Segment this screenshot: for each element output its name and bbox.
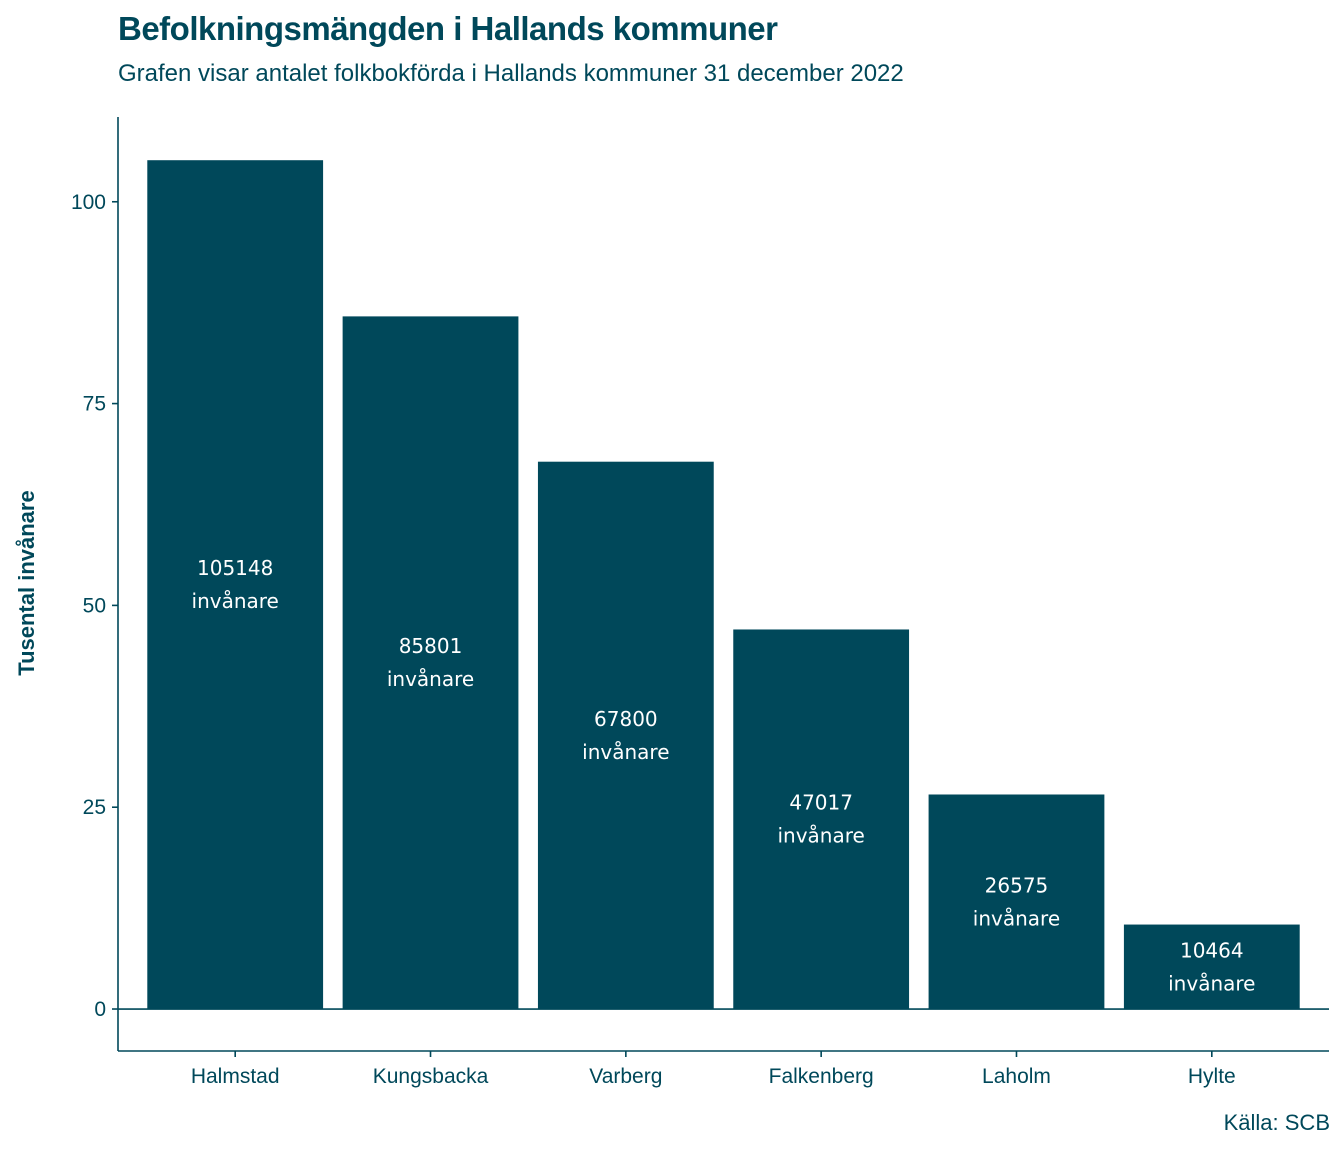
y-tick-label: 75 <box>83 393 106 416</box>
bar-halmstad <box>147 160 324 1010</box>
bar-value-label: 26575 <box>985 873 1049 897</box>
bar-laholm <box>928 794 1105 1010</box>
x-tick-label: Varberg <box>589 1065 662 1088</box>
bar-unit-label: invånare <box>582 740 669 764</box>
y-tick-label: 100 <box>71 191 106 214</box>
x-tick-label: Falkenberg <box>769 1065 874 1088</box>
bar-falkenberg <box>733 629 910 1010</box>
source-caption: Källa: SCB <box>1223 1110 1330 1135</box>
x-tick-label: Hylte <box>1188 1065 1236 1088</box>
y-tick-label: 0 <box>94 998 106 1021</box>
bar-value-label: 105148 <box>197 556 273 580</box>
y-tick-label: 50 <box>83 594 106 617</box>
bar-value-label: 67800 <box>594 707 658 731</box>
bar-unit-label: invånare <box>387 667 474 691</box>
bar-hylte <box>1123 924 1300 1010</box>
bar-unit-label: invånare <box>777 824 864 848</box>
bar-value-label: 10464 <box>1180 938 1244 962</box>
chart-subtitle: Grafen visar antalet folkbokförda i Hall… <box>118 60 904 87</box>
bar-labels-layer: 105148 invånare 85801 invånare 67800 invånare… <box>192 556 1256 995</box>
bar-varberg <box>537 461 714 1010</box>
bar-unit-label: invånare <box>973 906 1060 930</box>
x-tick-label: Kungsbacka <box>373 1065 489 1088</box>
bars-layer <box>147 160 1300 1010</box>
bar-unit-label: invånare <box>1168 971 1255 995</box>
y-axis-label: Tusental invånare <box>14 490 39 675</box>
bar-kungsbacka <box>342 316 519 1010</box>
bar-value-label: 47017 <box>789 791 853 815</box>
y-tick-label: 25 <box>83 796 106 819</box>
chart-title: Befolkningsmängden i Hallands kommuner <box>118 10 778 47</box>
x-tick-label: Laholm <box>982 1065 1051 1088</box>
x-tick-label: Halmstad <box>191 1065 280 1088</box>
bar-unit-label: invånare <box>192 589 279 613</box>
bar-value-label: 85801 <box>399 634 463 658</box>
axes-layer: 0 25 50 75 100 Halmstad Kungsbacka Varberg Falke… <box>71 117 1329 1088</box>
